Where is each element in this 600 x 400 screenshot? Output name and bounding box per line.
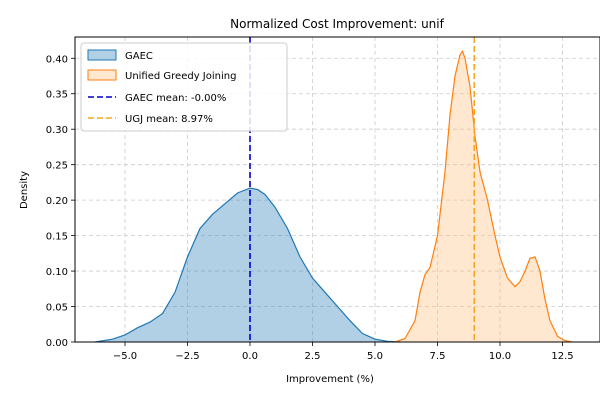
x-tick-label-0: −5.0 — [113, 351, 137, 362]
series-1-line — [394, 49, 573, 343]
y-tick-label-0: 0.00 — [46, 338, 68, 349]
legend: GAEC Unified Greedy Joining GAEC mean: -0.… — [80, 42, 288, 132]
y-tick-label-8: 0.40 — [46, 54, 68, 65]
x-tick-label-1: −2.5 — [175, 351, 199, 362]
x-axis-ticks: −5.0 −2.5 0.0 2.5 5.0 7.5 10.0 12.5 — [113, 342, 574, 362]
x-tick-label-2: 0.0 — [242, 351, 258, 362]
y-axis-ticks: 0.00 0.05 0.10 0.15 0.20 0.25 0.30 0.35 0.40 — [46, 54, 75, 349]
x-axis-label: Improvement (%) — [286, 374, 374, 385]
y-tick-label-2: 0.10 — [46, 267, 68, 278]
x-tick-label-5: 7.5 — [430, 351, 446, 362]
y-tick-label-4: 0.20 — [46, 196, 68, 207]
plot-frame — [74, 36, 600, 343]
density-areas — [94, 49, 573, 343]
y-tick-label-3: 0.15 — [46, 232, 68, 243]
legend-label-mean-line-0: GAEC mean: -0.00% — [125, 93, 226, 104]
x-tick-label-6: 10.0 — [489, 351, 511, 362]
y-axis-label: Density — [19, 171, 30, 209]
legend-box — [80, 42, 288, 132]
y-tick-label-5: 0.25 — [46, 161, 68, 172]
y-tick-label-7: 0.35 — [46, 90, 68, 101]
x-tick-label-4: 5.0 — [367, 351, 383, 362]
y-tick-label-1: 0.05 — [46, 303, 68, 314]
x-tick-label-3: 2.5 — [305, 351, 321, 362]
series-0-area — [95, 188, 400, 342]
chart-title: Normalized Cost Improvement: unif — [230, 17, 444, 31]
series-1-area — [395, 51, 573, 342]
legend-label-mean-line-1: UGJ mean: 8.97% — [125, 114, 213, 125]
legend-swatch-series-1 — [87, 69, 117, 81]
series-0-line — [94, 187, 401, 343]
legend-swatch-series-0 — [87, 49, 117, 61]
legend-label-series-1: Unified Greedy Joining — [125, 71, 236, 82]
x-tick-label-7: 12.5 — [551, 351, 573, 362]
legend-label-series-0: GAEC — [125, 51, 153, 62]
y-tick-label-6: 0.30 — [46, 125, 68, 136]
